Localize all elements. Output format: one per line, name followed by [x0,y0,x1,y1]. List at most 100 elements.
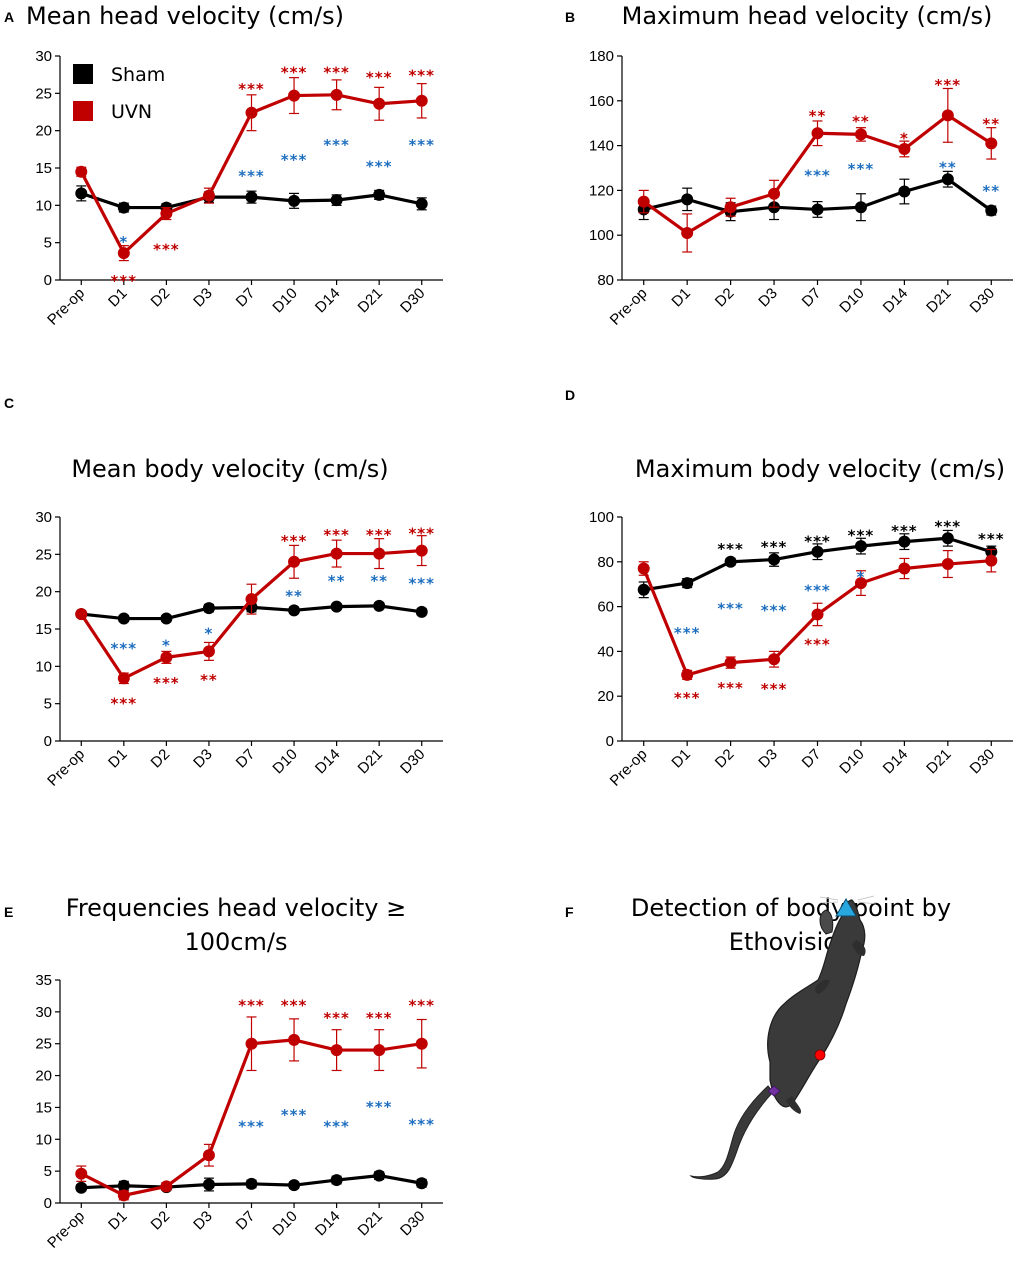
chart-title: 100cm/s [185,928,288,956]
data-point [724,201,737,214]
significance-marker: *** [408,996,435,1014]
data-point [768,653,781,666]
data-point [898,185,911,198]
data-point [724,555,737,568]
significance-marker: ** [285,587,303,605]
data-point [373,188,386,201]
data-point [75,1181,88,1194]
significance-marker: *** [323,1117,350,1135]
y-tick-label: 25 [35,1036,52,1053]
data-point [941,173,954,186]
data-point [811,127,824,140]
data-point [415,1037,428,1050]
mouse-front-paw-left [815,980,830,994]
mouse-front-paw-right [852,940,866,956]
data-point [288,89,301,102]
y-tick-label: 180 [589,48,614,65]
x-tick-label: D3 [190,746,216,772]
data-point [898,142,911,155]
y-tick-label: 140 [589,138,614,155]
significance-marker: ** [982,115,1000,133]
x-tick-label: D3 [190,1208,216,1234]
mouse-hind-paw [786,1096,802,1114]
x-tick-label: D21 [355,285,386,316]
chart-title: Mean body velocity (cm/s) [71,455,388,483]
significance-marker: *** [848,527,875,545]
significance-marker: *** [238,1117,265,1135]
data-point [288,1033,301,1046]
x-tick-label: D10 [269,746,300,777]
significance-marker: *** [804,532,831,550]
x-tick-label: D3 [190,285,216,311]
data-point [941,532,954,545]
data-point [811,608,824,621]
data-point [117,1179,130,1192]
data-point [768,553,781,566]
x-tick-label: D10 [269,285,300,316]
chart-panel-d: D Maximum body velocity (cm/s) 0 20 40 60 80 10… [565,387,1013,790]
data-point [202,189,215,202]
data-point [637,195,650,208]
data-point [245,593,258,606]
y-tick-label: 5 [44,235,52,252]
y-tick-label: 80 [597,272,614,289]
data-point [985,554,998,567]
x-tick-label: D3 [755,746,781,772]
chart-panel-e: E Frequencies head velocity ≥ 100cm/s 0 5 10 1… [4,894,443,1252]
significance-marker: *** [717,599,744,617]
y-tick-label: 20 [597,688,614,705]
chart-title: Mean head velocity (cm/s) [26,2,344,30]
significance-marker: *** [366,1098,393,1116]
x-tick-label: D21 [923,746,954,777]
significance-marker: *** [674,689,701,707]
mouse-body [767,899,866,1108]
data-point [373,1044,386,1057]
y-tick-label: 0 [44,1195,52,1212]
y-tick-label: 25 [35,546,52,563]
x-tick-label: D7 [799,285,825,311]
y-tick-label: 100 [589,509,614,526]
y-tick-label: 10 [35,658,52,675]
x-tick-label: D30 [397,746,428,777]
data-point [160,1180,173,1193]
y-tick-label: 80 [597,554,614,571]
data-point [854,577,867,590]
significance-marker: *** [408,66,435,84]
data-point [288,604,301,617]
x-tick-label: D2 [712,285,738,311]
legend-swatch-sham [73,64,93,84]
series-sham [637,529,998,599]
data-point [330,1044,343,1057]
data-point [941,109,954,122]
data-point [415,605,428,618]
x-tick-label: D3 [755,285,781,311]
significance-marker: *** [366,158,393,176]
x-tick-label: D10 [269,1208,300,1239]
data-point [854,201,867,214]
x-tick-label: D2 [148,746,174,772]
y-tick-label: 5 [44,696,52,713]
y-tick-label: 20 [35,584,52,601]
legend-swatch-uvn [73,101,93,121]
significance-marker: *** [804,166,831,184]
chart-title: Frequencies head velocity ≥ [66,894,406,922]
significance-marker: *** [238,167,265,185]
data-point [117,1189,130,1202]
significance-marker: * [205,624,214,642]
data-point [985,137,998,150]
data-point [75,187,88,200]
significance-marker: *** [408,136,435,154]
tail-base-point-marker [767,1085,781,1097]
panel-label: B [565,9,575,25]
panel-f: F Detection of body point by Ethovision [565,894,951,1180]
x-tick-label: Pre-op [607,285,651,329]
significance-marker: *** [111,639,138,657]
significance-marker: * [857,568,866,586]
head-point-marker [835,898,857,917]
significance-marker: *** [761,538,788,556]
y-tick-label: 100 [589,227,614,244]
significance-marker: ** [809,107,827,125]
significance-marker: *** [281,996,308,1014]
significance-marker: * [900,130,909,148]
data-point [637,562,650,575]
